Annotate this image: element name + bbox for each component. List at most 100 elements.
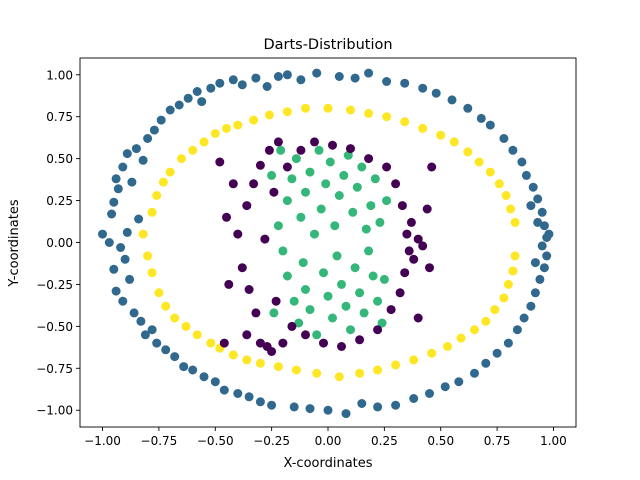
data-point	[328, 140, 337, 150]
data-point	[526, 201, 536, 211]
data-point	[152, 191, 162, 200]
data-point	[341, 301, 351, 311]
data-point	[528, 182, 538, 192]
data-point	[404, 246, 414, 256]
y-axis: −1.00 −0.75 −0.50 −0.25 0.00 0.25 0.50 0.75 1.00	[36, 68, 80, 418]
y-tick-label: 0.25	[46, 194, 73, 208]
data-point	[242, 355, 252, 365]
data-point	[368, 271, 378, 281]
data-point	[418, 123, 428, 133]
data-point	[305, 404, 315, 414]
data-point	[109, 197, 119, 207]
data-point	[210, 377, 220, 387]
data-point	[111, 174, 121, 184]
data-point	[170, 313, 180, 323]
data-point	[339, 170, 349, 180]
data-point	[348, 207, 358, 217]
data-point	[210, 129, 220, 138]
data-point	[154, 288, 164, 298]
data-point	[255, 160, 265, 170]
data-point	[192, 87, 202, 96]
data-point	[373, 296, 383, 306]
data-point	[228, 179, 238, 189]
data-point	[310, 137, 319, 147]
data-point	[183, 93, 193, 103]
data-point	[530, 288, 540, 298]
y-axis-label: Y-coordinates	[7, 199, 22, 287]
data-point	[267, 170, 277, 180]
data-point	[116, 243, 126, 252]
x-axis: −1.00 −0.75 −0.50 −0.25 0.00 0.25 0.50 0.75 1.00	[84, 427, 567, 448]
data-point	[206, 338, 216, 348]
y-tick-label: 0.00	[46, 236, 73, 250]
data-point	[107, 209, 117, 219]
plot-frame	[79, 57, 577, 428]
data-point	[425, 389, 434, 398]
data-point	[539, 263, 549, 273]
data-point	[305, 305, 315, 315]
data-point	[228, 350, 238, 360]
data-point	[373, 365, 383, 375]
data-point	[269, 187, 279, 197]
data-point	[325, 157, 335, 167]
data-point	[346, 105, 355, 115]
data-point	[377, 318, 387, 328]
data-point	[418, 241, 428, 251]
data-point	[282, 107, 292, 117]
data-point	[503, 338, 513, 348]
data-point	[499, 293, 509, 303]
data-point	[147, 207, 157, 217]
x-tick-label: 0.00	[315, 434, 342, 448]
data-point	[147, 268, 157, 278]
data-point	[255, 338, 265, 348]
data-point	[181, 321, 191, 331]
data-point	[104, 238, 114, 247]
data-point	[138, 229, 148, 239]
data-point	[373, 325, 383, 335]
data-point	[127, 177, 137, 187]
data-point	[161, 345, 171, 355]
data-point	[122, 227, 132, 237]
data-point	[289, 296, 299, 306]
data-point	[278, 338, 288, 348]
data-point	[249, 115, 259, 125]
data-point	[147, 325, 157, 335]
data-point	[291, 154, 301, 164]
data-point	[503, 279, 513, 289]
data-point	[481, 358, 491, 368]
data-point	[233, 229, 243, 239]
data-point	[269, 308, 279, 318]
data-point	[341, 409, 351, 419]
y-tick-label: −1.00	[36, 404, 73, 418]
data-point	[312, 68, 322, 78]
data-point	[264, 110, 274, 120]
data-point	[510, 217, 520, 227]
data-point	[228, 75, 238, 85]
data-point	[425, 263, 434, 273]
data-point	[447, 95, 457, 105]
data-point	[219, 385, 229, 395]
data-point	[474, 157, 484, 167]
data-point	[323, 405, 333, 415]
data-point	[512, 325, 522, 335]
data-point	[334, 72, 344, 81]
data-point	[346, 144, 355, 154]
data-point	[262, 82, 272, 91]
data-point	[199, 137, 209, 147]
data-point	[544, 229, 554, 239]
data-point	[463, 103, 473, 113]
data-point	[120, 254, 130, 264]
data-point	[332, 251, 342, 261]
data-point	[156, 115, 166, 125]
data-point	[319, 338, 328, 348]
data-point	[436, 130, 446, 140]
data-point	[379, 274, 389, 284]
data-point	[273, 362, 283, 372]
data-point	[242, 330, 252, 340]
data-point	[255, 397, 265, 407]
x-tick-label: 0.75	[484, 434, 511, 448]
data-point	[165, 105, 175, 115]
data-point	[476, 113, 486, 123]
data-point	[350, 73, 360, 83]
